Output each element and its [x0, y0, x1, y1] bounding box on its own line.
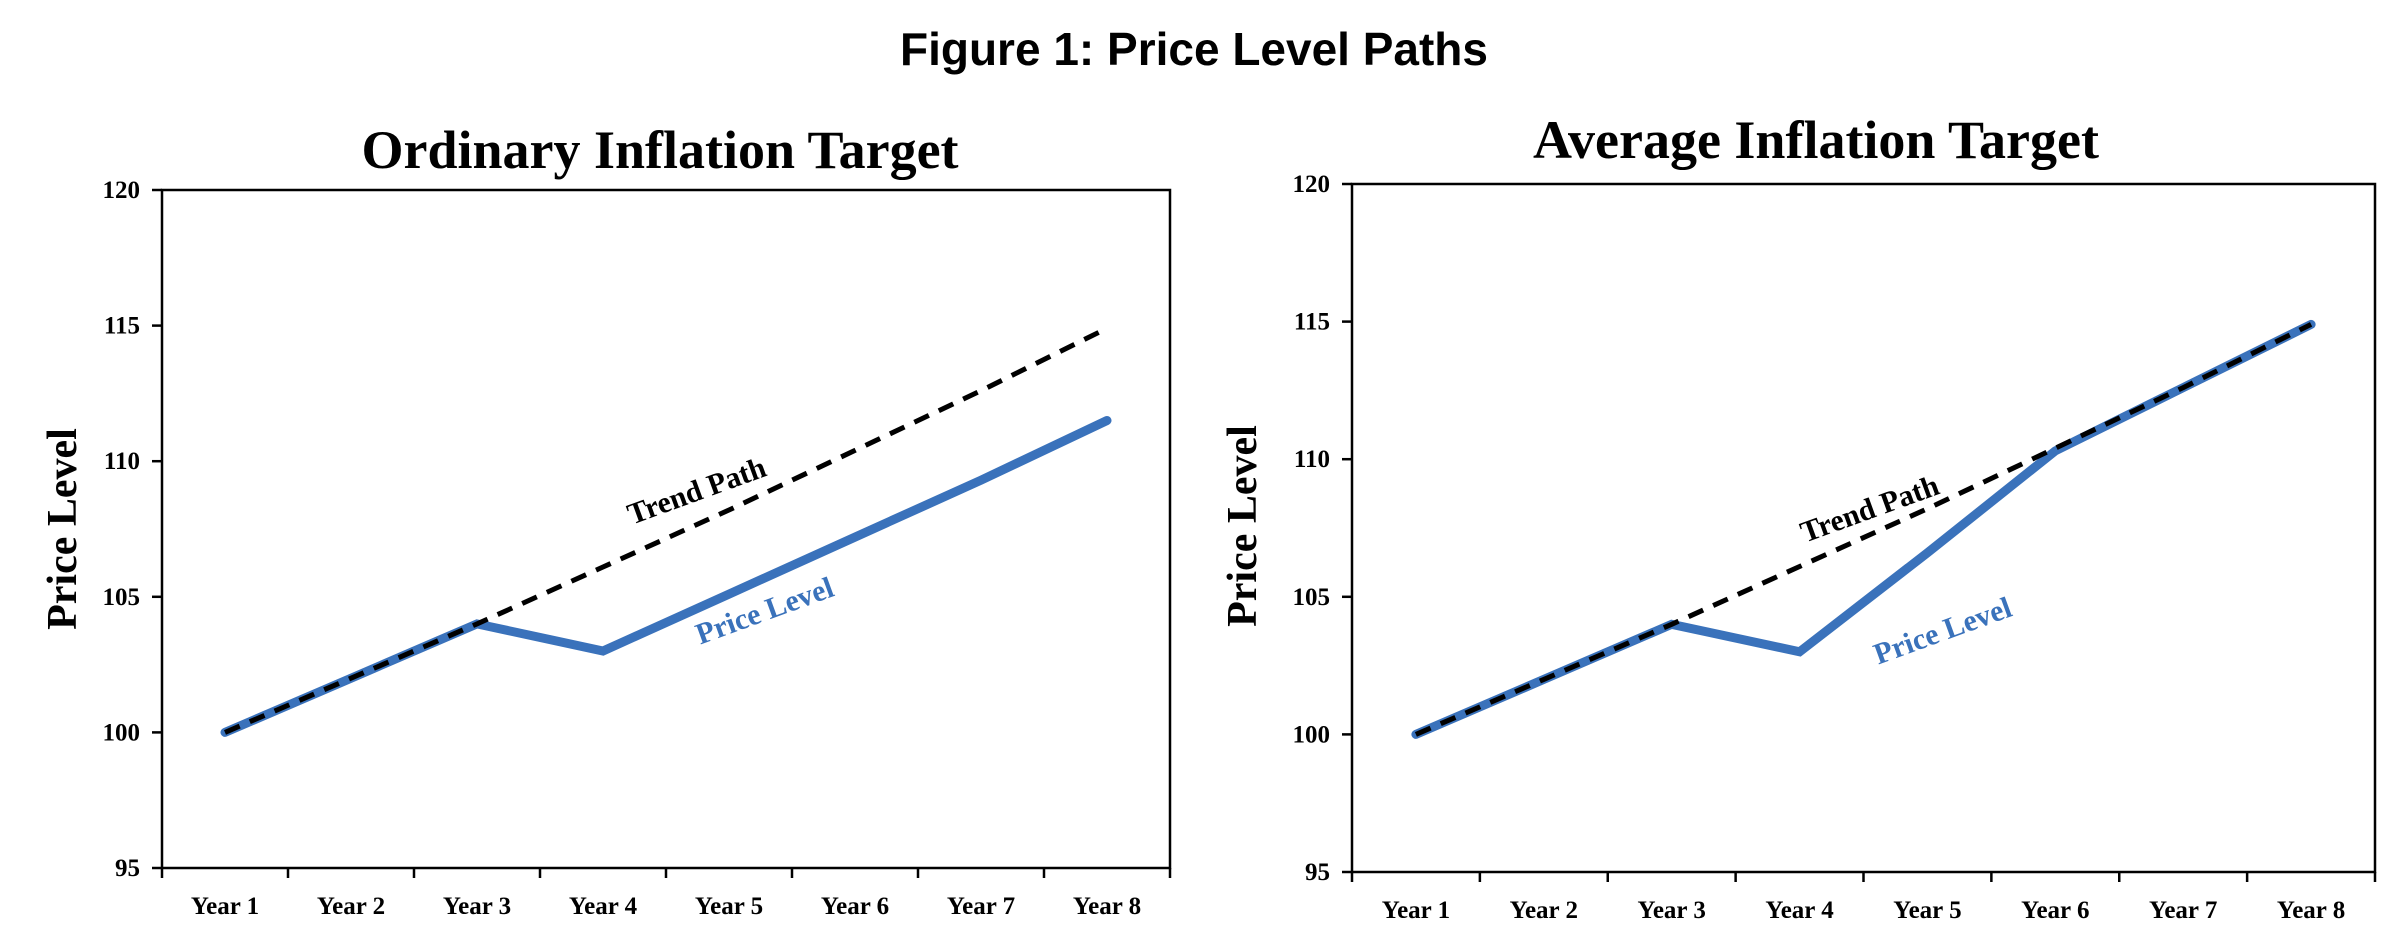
chart-ordinary-inflation-target: Ordinary Inflation Target Price Level 95… — [40, 120, 1172, 920]
y-tick-label: 120 — [1293, 171, 1331, 198]
price-level-annotation: Price Level — [691, 571, 838, 651]
y-tick-label: 120 — [103, 177, 141, 204]
figure-title: Figure 1: Price Level Paths — [899, 23, 1488, 75]
chart-average-inflation-target: Average Inflation Target Price Level 95 1… — [1220, 110, 2377, 924]
y-tick-label: 95 — [1305, 859, 1330, 886]
x-tick-labels: Year 1 Year 2 Year 3 Year 4 Year 5 Year 6 Year… — [191, 893, 1141, 920]
trend-path-line — [1414, 322, 2313, 737]
chart-title: Average Inflation Target — [1533, 110, 2099, 170]
x-tick-labels: Year 1 Year 2 Year 3 Year 4 Year 5 Year 6 Year… — [1382, 897, 2345, 924]
trend-path-annotation: Trend Path — [623, 451, 771, 532]
y-tick-label: 100 — [1293, 721, 1331, 748]
x-tick-label: Year 7 — [2149, 897, 2217, 924]
y-tick-labels: 95 100 105 110 115 120 — [1293, 171, 1331, 886]
x-tick-label: Year 6 — [2021, 897, 2089, 924]
axes — [1342, 182, 2377, 882]
x-tick-label: Year 2 — [317, 893, 385, 920]
x-tick-label: Year 7 — [947, 893, 1015, 920]
x-tick-label: Year 3 — [443, 893, 511, 920]
y-axis-label: Price Level — [40, 428, 86, 630]
y-tick-label: 105 — [103, 584, 141, 611]
chart-title: Ordinary Inflation Target — [361, 120, 958, 180]
y-tick-label: 95 — [115, 855, 140, 882]
x-tick-label: Year 8 — [1073, 893, 1141, 920]
y-axis-label: Price Level — [1220, 425, 1266, 627]
x-tick-label: Year 1 — [191, 893, 259, 920]
y-tick-label: 110 — [104, 448, 140, 475]
x-tick-label: Year 5 — [1893, 897, 1961, 924]
x-tick-label: Year 4 — [1765, 897, 1834, 924]
series-lines — [220, 326, 1112, 737]
y-tick-labels: 95 100 105 110 115 120 — [103, 177, 141, 882]
y-tick-label: 115 — [1294, 309, 1330, 336]
x-tick-label: Year 6 — [821, 893, 889, 920]
y-tick-label: 100 — [103, 719, 141, 746]
plot-frame — [160, 188, 1172, 870]
y-tick-label: 115 — [104, 313, 140, 340]
x-tick-label: Year 5 — [695, 893, 763, 920]
x-tick-label: Year 1 — [1382, 897, 1450, 924]
price-level-line — [220, 416, 1112, 737]
y-tick-label: 105 — [1293, 584, 1331, 611]
y-tick-label: 110 — [1294, 446, 1330, 473]
series-lines — [1411, 319, 2316, 739]
axes — [152, 188, 1172, 878]
x-tick-label: Year 2 — [1510, 897, 1578, 924]
x-tick-label: Year 4 — [569, 893, 638, 920]
price-level-line — [1411, 319, 2316, 739]
price-level-annotation: Price Level — [1869, 591, 2016, 671]
x-tick-label: Year 8 — [2277, 897, 2345, 924]
x-tick-label: Year 3 — [1638, 897, 1706, 924]
